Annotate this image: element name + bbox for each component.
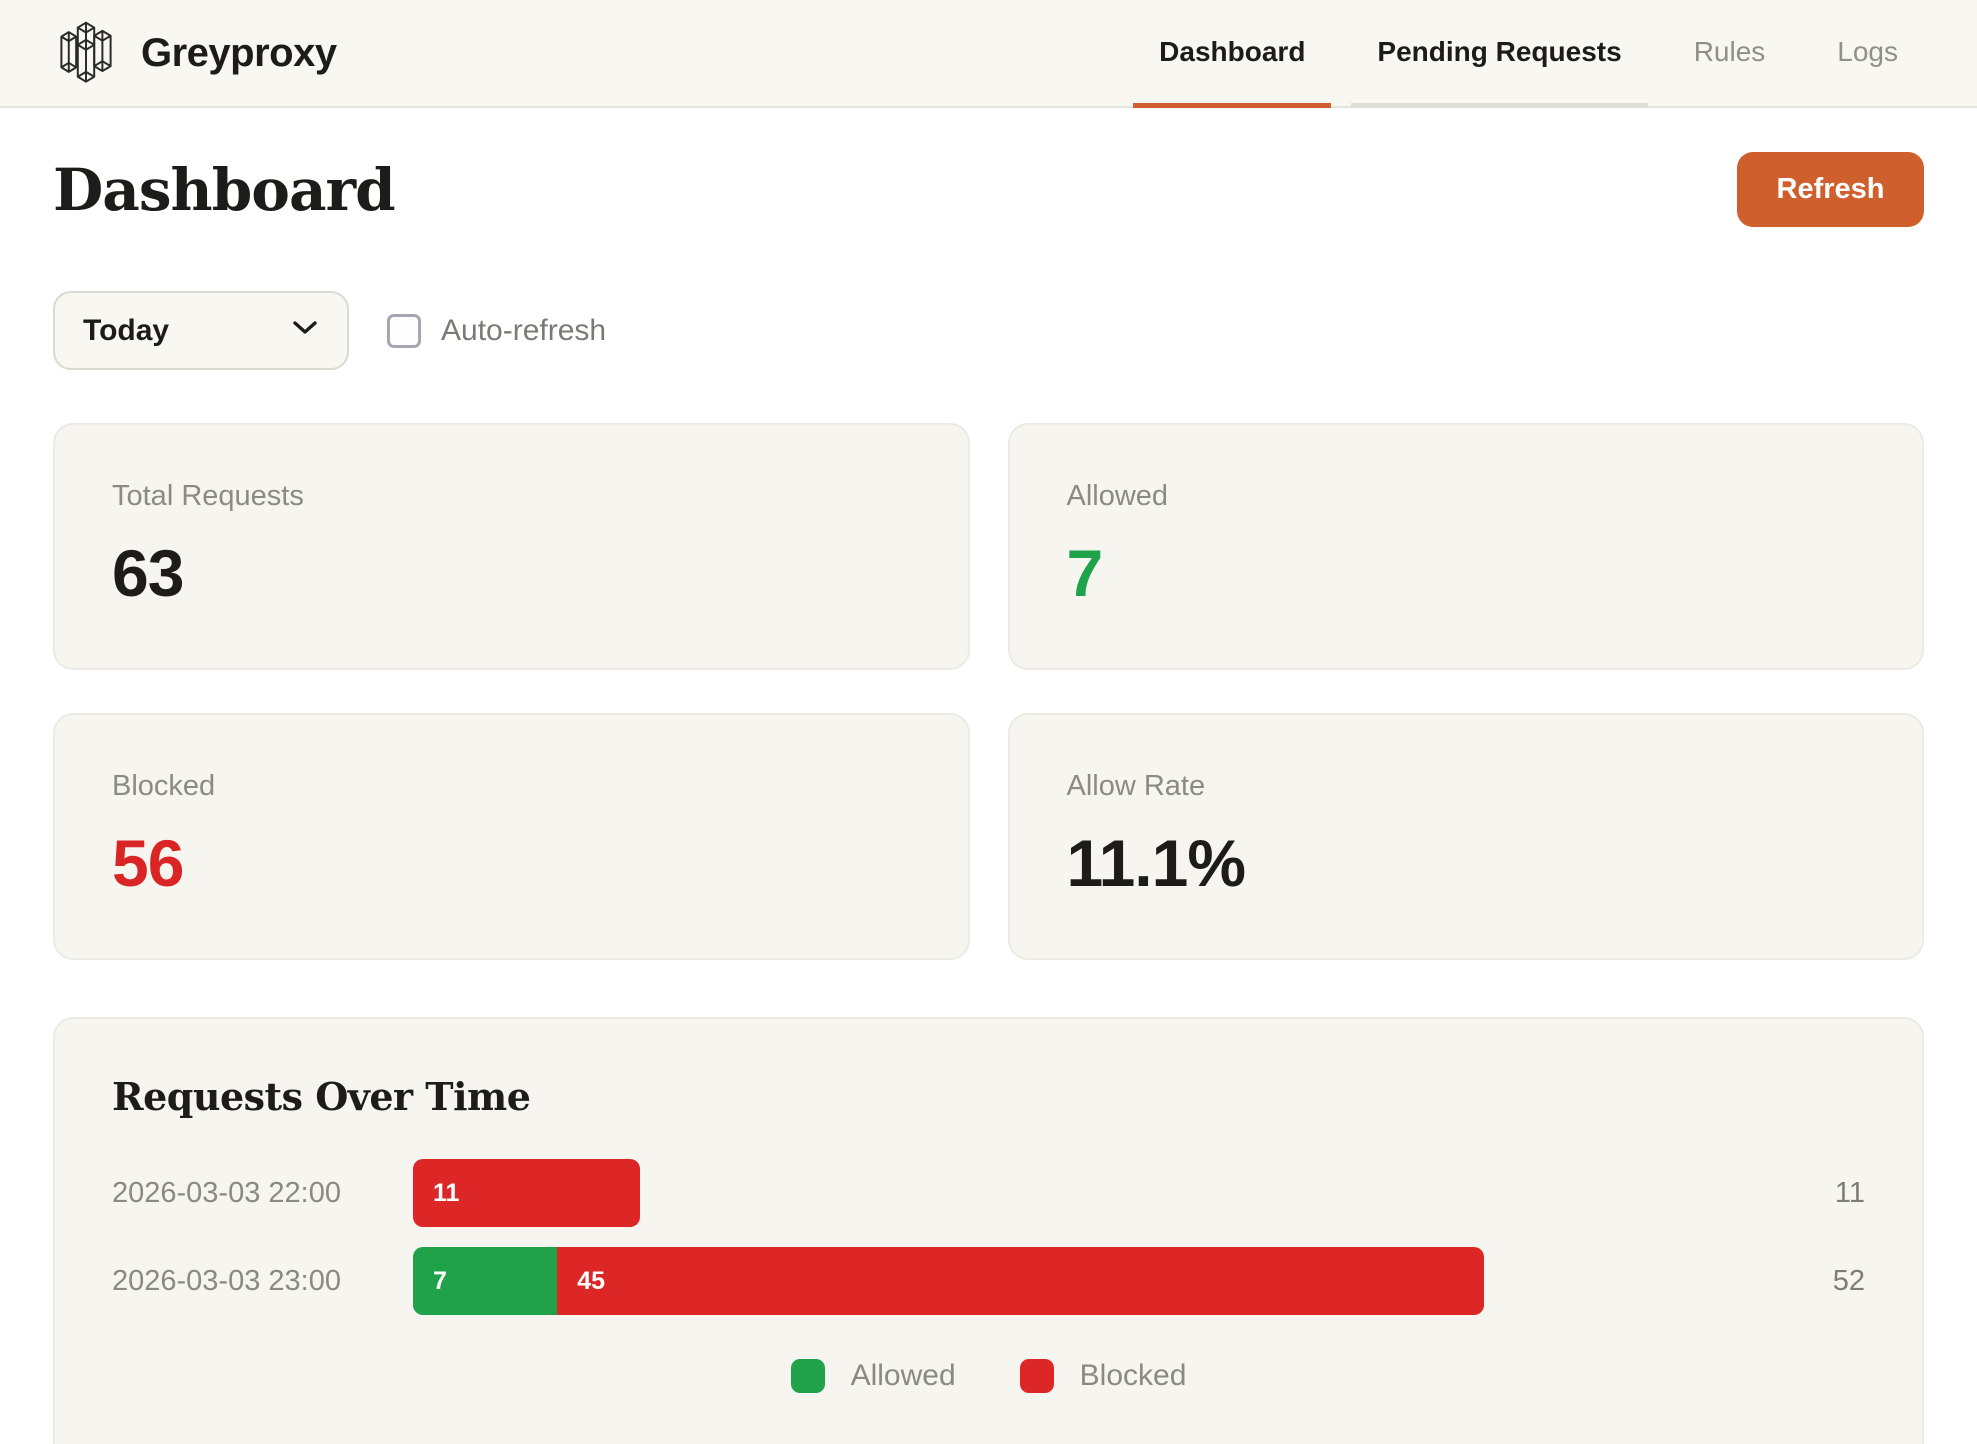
controls-row: Today Auto-refresh <box>53 291 1924 370</box>
bar-segment-blocked: 45 <box>557 1247 1485 1315</box>
time-range-select[interactable]: Today <box>53 291 349 370</box>
stat-value: 7 <box>1066 536 1104 610</box>
bar-track: 7 45 <box>413 1247 1765 1315</box>
brand: Greyproxy <box>53 0 337 106</box>
auto-refresh-control[interactable]: Auto-refresh <box>387 313 607 348</box>
stat-card-blocked: Blocked 56 <box>53 713 970 960</box>
legend-swatch-blocked-icon <box>1019 1359 1054 1393</box>
chart-row: 2026-03-03 22:00 11 11 <box>112 1159 1865 1227</box>
nav-item-dashboard[interactable]: Dashboard <box>1133 0 1332 108</box>
stat-label: Total Requests <box>112 480 304 512</box>
time-range-selected-value: Today <box>83 313 170 347</box>
main-nav: Dashboard Pending Requests Rules Logs <box>1133 0 1924 108</box>
chart-row: 2026-03-03 23:00 7 45 52 <box>112 1247 1865 1315</box>
stats-grid: Total Requests 63 Allowed 7 Blocked 56 A… <box>53 423 1924 960</box>
auto-refresh-label: Auto-refresh <box>441 313 607 347</box>
legend-item-blocked: Blocked <box>1019 1359 1187 1393</box>
stat-card-total-requests: Total Requests 63 <box>53 423 970 670</box>
nav-item-rules[interactable]: Rules <box>1693 35 1766 67</box>
stacked-bar: 7 45 <box>413 1247 1485 1315</box>
legend-label: Blocked <box>1079 1359 1187 1392</box>
stat-value: 56 <box>112 826 184 900</box>
auto-refresh-checkbox[interactable] <box>387 313 421 348</box>
chart-rows: 2026-03-03 22:00 11 11 2026-03-03 23:00 … <box>112 1159 1865 1315</box>
stat-card-allowed: Allowed 7 <box>1007 423 1924 670</box>
refresh-button[interactable]: Refresh <box>1737 152 1924 227</box>
bar-segment-blocked: 11 <box>413 1159 640 1227</box>
chart-row-total: 11 <box>1834 1176 1865 1209</box>
chart-legend: Allowed Blocked <box>112 1359 1865 1393</box>
top-nav-bar: Greyproxy Dashboard Pending Requests Rul… <box>0 0 1977 108</box>
requests-over-time-card: Requests Over Time 2026-03-03 22:00 11 1… <box>53 1017 1924 1444</box>
nav-item-pending-requests[interactable]: Pending Requests <box>1351 0 1648 108</box>
stat-value: 11.1% <box>1066 826 1246 900</box>
chart-row-total: 52 <box>1832 1264 1865 1297</box>
greyproxy-logo-icon <box>53 12 119 94</box>
stat-label: Allowed <box>1066 480 1169 512</box>
legend-item-allowed: Allowed <box>790 1359 956 1393</box>
chart-title: Requests Over Time <box>112 1074 531 1119</box>
nav-item-logs[interactable]: Logs <box>1837 35 1898 67</box>
chart-row-label: 2026-03-03 22:00 <box>112 1176 341 1209</box>
stacked-bar: 11 <box>413 1159 640 1227</box>
brand-name: Greyproxy <box>141 30 337 75</box>
legend-swatch-allowed-icon <box>790 1359 825 1393</box>
stat-value: 63 <box>112 536 184 610</box>
chart-row-label: 2026-03-03 23:00 <box>112 1264 341 1297</box>
bar-track: 11 <box>413 1159 1765 1227</box>
stat-label: Blocked <box>112 770 216 802</box>
bar-segment-allowed: 7 <box>413 1247 558 1315</box>
page-title: Dashboard <box>53 155 396 224</box>
main-content: Dashboard Refresh Today Auto-refresh Tot… <box>0 152 1977 1444</box>
legend-label: Allowed <box>850 1359 956 1392</box>
chevron-down-icon <box>291 319 319 342</box>
stat-label: Allow Rate <box>1066 770 1206 802</box>
stat-card-allow-rate: Allow Rate 11.1% <box>1007 713 1924 960</box>
title-row: Dashboard Refresh <box>53 152 1924 227</box>
